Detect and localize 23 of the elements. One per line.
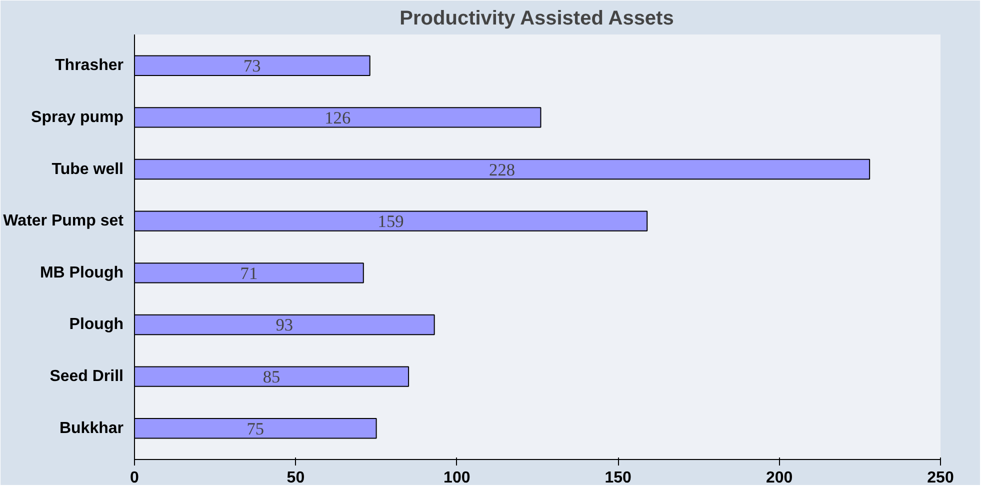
data-label: 85	[262, 368, 280, 387]
y-tick-label: Tube well	[52, 160, 124, 178]
y-tick-label: Plough	[69, 316, 124, 334]
data-label: 73	[244, 56, 261, 76]
y-tick-label: Thrasher	[55, 57, 124, 74]
x-tick-label: 200	[766, 470, 793, 486]
x-tick-label: 100	[444, 470, 470, 486]
x-tick-label: 0	[130, 470, 140, 486]
data-label: 75	[246, 419, 264, 438]
x-tick-label: 250	[927, 470, 954, 486]
data-label: 228	[489, 160, 516, 180]
data-label: 71	[240, 264, 258, 283]
y-tick-label: Seed Drill	[50, 368, 124, 386]
data-label: 126	[324, 108, 351, 128]
y-tick-label: Bukkhar	[59, 420, 124, 437]
data-label: 159	[378, 212, 404, 232]
chart-title: Productivity Assisted Assets	[400, 8, 674, 30]
x-tick-label: 150	[604, 470, 632, 486]
data-label: 93	[276, 316, 294, 335]
y-tick-label: Water Pump set	[3, 212, 124, 230]
y-tick-label: MB Plough	[40, 264, 124, 282]
y-tick-label: Spray pump	[31, 108, 124, 126]
x-tick-label: 50	[286, 470, 305, 486]
